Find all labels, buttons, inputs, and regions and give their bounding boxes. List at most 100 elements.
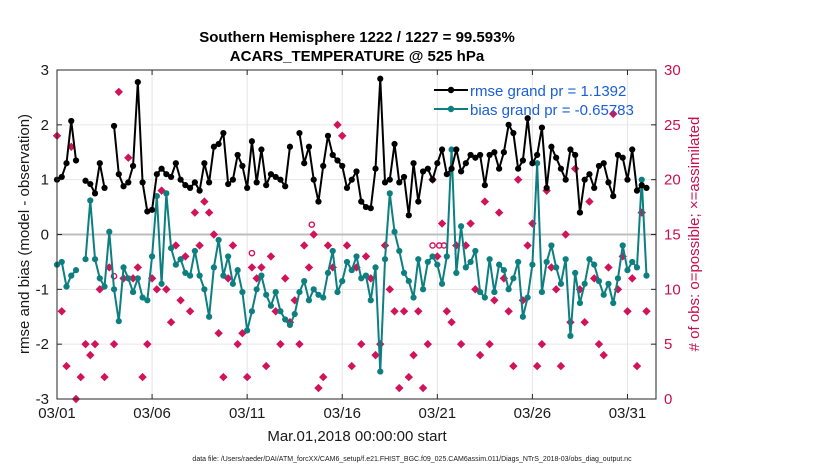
obs-assimilated-marker <box>90 339 100 349</box>
rmse-point <box>72 157 80 164</box>
x-axis-ticks: 03/01 03/06 03/11 03/16 03/21 03/26 03/31 <box>38 70 646 422</box>
obs-assimilated-marker <box>181 252 190 261</box>
y-axis-ticks: -3 -2 -1 0 1 2 3 <box>36 62 62 408</box>
obs-possible-marker <box>248 249 256 257</box>
bias-point <box>624 267 631 274</box>
bias-point <box>220 272 227 279</box>
legend-rmse-marker <box>447 86 455 94</box>
rmse-point <box>158 165 165 172</box>
bias-point <box>58 258 65 266</box>
obs-assimilated-marker <box>637 208 646 217</box>
rmse-point <box>391 140 398 148</box>
y-tick-label: 1 <box>41 172 49 189</box>
rmse-point <box>548 143 555 150</box>
rmse-point <box>139 179 146 186</box>
bias-point <box>144 297 151 304</box>
rmse-point <box>576 209 584 216</box>
obs-assimilated-marker <box>390 307 399 316</box>
obs-assimilated-marker <box>152 285 162 294</box>
rmse-point <box>201 160 208 167</box>
obs-assimilated-marker <box>195 241 204 250</box>
right-y-axis-ticks: 0 5 10 15 20 25 30 <box>651 62 681 408</box>
obs-assimilated-marker <box>295 339 304 349</box>
obs-assimilated-marker <box>76 372 85 382</box>
rmse-point <box>334 157 341 164</box>
bias-point <box>500 267 507 274</box>
bias-point <box>434 261 441 268</box>
rmse-point <box>267 171 275 178</box>
obs-assimilated-marker <box>100 372 109 382</box>
bias-point <box>543 258 550 266</box>
rmse-point <box>619 154 626 161</box>
rmse-point <box>624 176 631 183</box>
rmse-point <box>172 160 179 167</box>
rmse-point <box>481 182 488 189</box>
bias-point <box>424 258 431 266</box>
obs-assimilated-marker <box>399 307 409 316</box>
rmse-point <box>400 173 408 181</box>
bias-point <box>353 253 360 260</box>
rmse-point <box>353 168 360 175</box>
bias-point <box>106 228 113 235</box>
obs-assimilated-marker <box>623 307 632 316</box>
obs-possible-marker <box>429 242 436 249</box>
bias-point <box>324 269 332 276</box>
right-y-tick-label: 0 <box>664 391 672 408</box>
obs-assimilated-marker <box>200 197 209 206</box>
bias-point <box>443 253 450 260</box>
bias-point <box>415 256 422 263</box>
bias-point <box>320 294 327 301</box>
obs-assimilated-marker <box>257 263 266 272</box>
obs-assimilated-marker <box>475 350 485 360</box>
bias-point <box>291 310 298 318</box>
obs-assimilated-marker <box>109 339 119 349</box>
obs-assimilated-marker <box>618 252 627 261</box>
bias-point <box>115 318 122 325</box>
bias-point <box>619 242 626 249</box>
obs-assimilated-marker <box>114 87 124 97</box>
bias-point <box>248 308 256 315</box>
obs-assimilated-marker <box>166 318 176 327</box>
y-tick-label: 2 <box>41 117 49 134</box>
rmse-point <box>324 132 332 139</box>
rmse-point <box>448 165 455 172</box>
obs-assimilated-marker <box>594 339 604 349</box>
bias-point <box>595 278 603 285</box>
bias-point <box>134 275 141 282</box>
bias-point <box>496 261 503 268</box>
data-file-footer: data file: /Users/raeder/DAI/ATM_forcXX/… <box>192 456 632 463</box>
rmse-point <box>96 160 103 167</box>
rmse-point <box>215 140 222 148</box>
obs-assimilated-marker <box>214 329 223 338</box>
bias-point <box>210 264 217 271</box>
rmse-point <box>462 160 469 167</box>
obs-assimilated-marker <box>513 175 523 184</box>
rmse-point <box>343 184 351 191</box>
bias-point <box>610 299 617 307</box>
obs-count-markers <box>52 87 651 404</box>
rmse-point <box>372 165 379 172</box>
chart-subtitle: ACARS_TEMPERATURE @ 525 hPa <box>230 48 485 65</box>
bias-point <box>253 286 260 293</box>
bias-point <box>467 258 474 266</box>
obs-assimilated-marker <box>157 186 166 195</box>
bias-point <box>153 193 160 200</box>
obs-assimilated-marker <box>504 307 513 316</box>
bias-point <box>182 269 189 276</box>
rmse-line <box>113 81 291 213</box>
obs-assimilated-marker <box>309 230 318 239</box>
rmse-point <box>82 177 89 184</box>
bias-point <box>405 278 412 285</box>
rmse-point <box>524 115 531 122</box>
bias-point <box>63 283 70 290</box>
bias-point <box>548 242 555 249</box>
rmse-point <box>244 184 251 191</box>
bias-point <box>163 190 170 197</box>
bias-point <box>519 313 526 320</box>
rmse-point <box>443 171 450 178</box>
obs-assimilated-marker <box>124 153 133 162</box>
obs-assimilated-marker <box>395 383 404 393</box>
rmse-point <box>396 179 403 186</box>
rmse-point <box>120 183 127 190</box>
rmse-point <box>572 151 579 159</box>
